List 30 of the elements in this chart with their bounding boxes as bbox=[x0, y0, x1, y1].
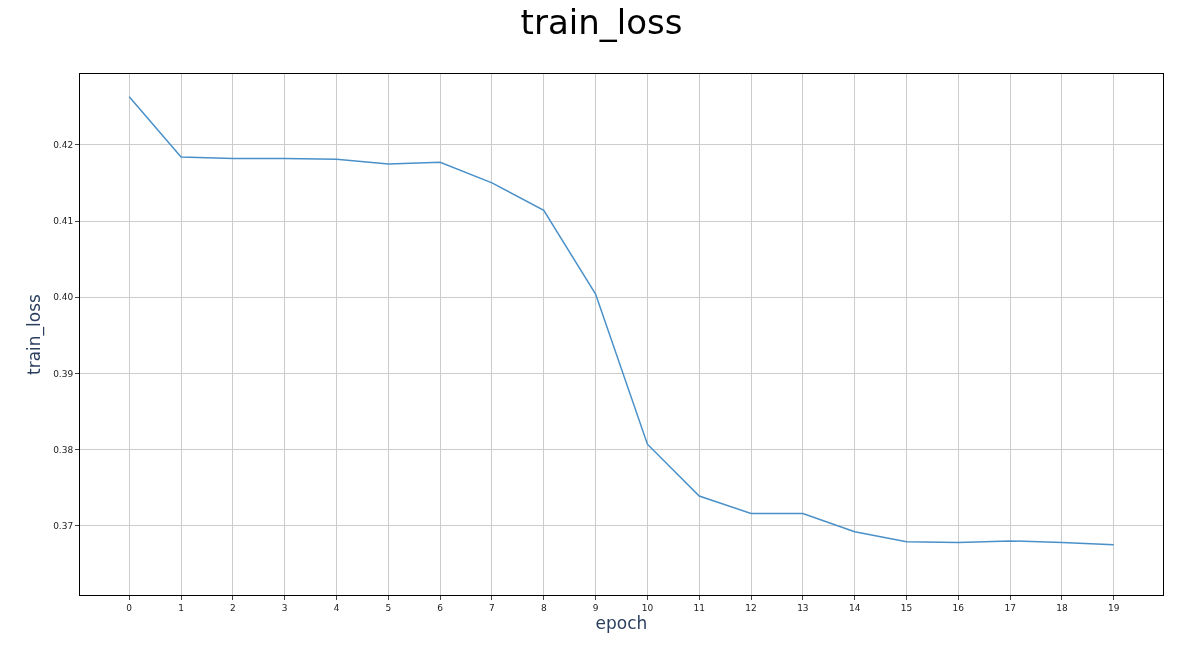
y-tick-label: 0.41 bbox=[53, 216, 74, 227]
y-tick-label: 0.40 bbox=[53, 292, 74, 303]
x-tick-label: 5 bbox=[385, 602, 392, 613]
y-axis-title: train_loss bbox=[23, 293, 45, 375]
x-axis-title: epoch bbox=[595, 612, 648, 633]
y-tick-label: 0.38 bbox=[53, 444, 74, 455]
x-tick-label: 0 bbox=[126, 602, 133, 613]
x-tick-label: 2 bbox=[229, 602, 236, 613]
x-tick-label: 11 bbox=[693, 602, 705, 613]
x-tick-label: 1 bbox=[178, 602, 184, 613]
line-series bbox=[128, 96, 1115, 546]
x-tick-label: 8 bbox=[540, 602, 547, 613]
x-tick-label: 14 bbox=[848, 602, 861, 613]
x-tick-label: 12 bbox=[745, 602, 757, 613]
x-tick-label: 13 bbox=[797, 602, 809, 613]
x-tick-label: 15 bbox=[900, 602, 913, 613]
y-tick-label: 0.39 bbox=[53, 368, 74, 379]
x-tick-label: 7 bbox=[489, 602, 495, 613]
y-tick-label: 0.37 bbox=[53, 520, 74, 531]
x-tick-label: 6 bbox=[437, 602, 444, 613]
x-tick-label: 19 bbox=[1108, 602, 1120, 613]
chart-title: train_loss bbox=[520, 1, 683, 42]
x-tick-label: 10 bbox=[641, 602, 654, 613]
y-tick-label: 0.42 bbox=[53, 139, 74, 150]
x-tick-label: 18 bbox=[1056, 602, 1068, 613]
x-tick-label: 9 bbox=[592, 602, 599, 613]
x-tick-label: 16 bbox=[952, 602, 965, 613]
x-tick-label: 17 bbox=[1004, 602, 1016, 613]
x-tick-label: 3 bbox=[281, 602, 288, 613]
x-tick-label: 4 bbox=[333, 602, 340, 613]
